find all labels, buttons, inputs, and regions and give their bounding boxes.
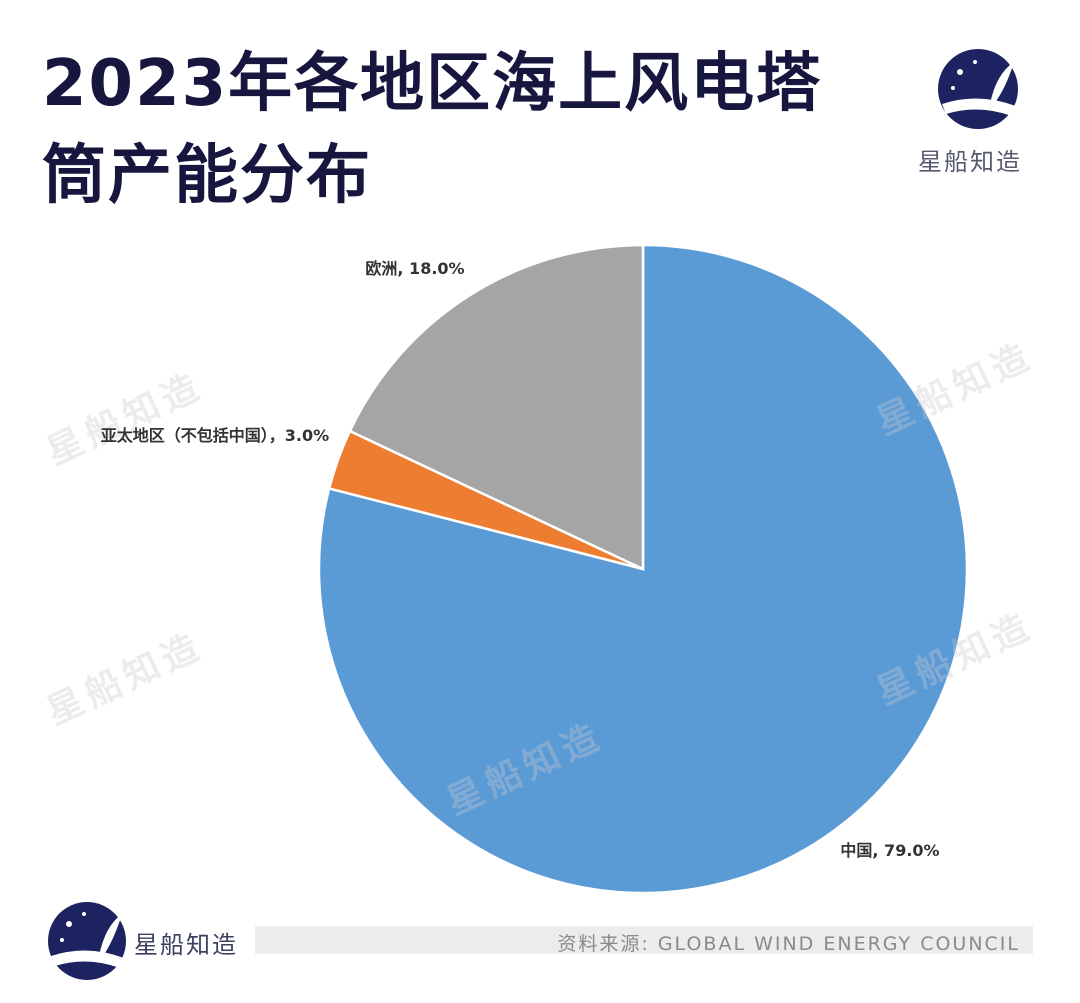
brand: 星船知造 [134, 931, 238, 959]
chart-title: 2023年各地区海上风电塔筒产能分布 [42, 47, 823, 213]
source-bar [255, 926, 1033, 954]
logo-top [938, 49, 1018, 129]
data-label: 亚太地区（不包括中国），3.0% [100, 426, 330, 445]
data-label: 中国, 79.0% [840, 841, 940, 860]
data-label: 欧洲, 18.0% [365, 259, 465, 278]
pie-slice [348, 243, 645, 571]
brand: 星船知造 [918, 148, 1022, 176]
logo-bottom [48, 902, 126, 980]
source: 资料来源: GLOBAL WIND ENERGY COUNCIL [557, 933, 1020, 955]
